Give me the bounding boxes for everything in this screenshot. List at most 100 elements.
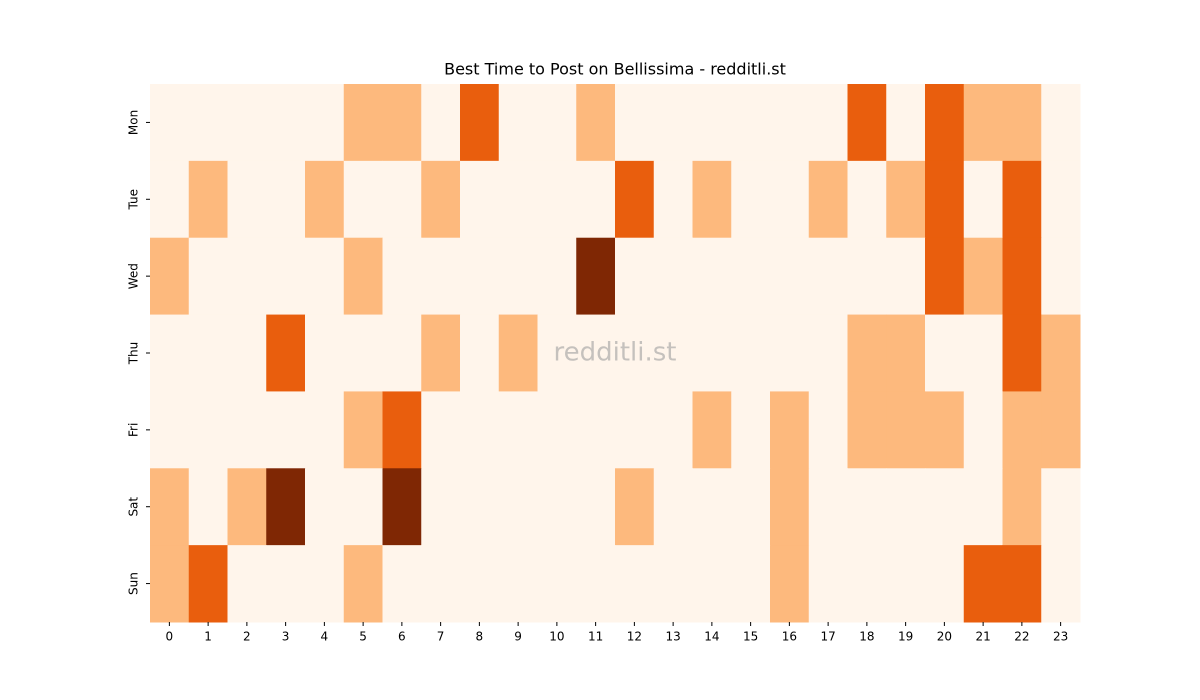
x-tick-label: 11 xyxy=(588,630,603,644)
heatmap-cell xyxy=(343,314,383,392)
y-tick-label: Tue xyxy=(127,189,141,211)
heatmap-cell xyxy=(615,545,655,623)
heatmap-cell xyxy=(576,391,616,469)
heatmap-cell xyxy=(188,237,228,316)
heatmap-cell xyxy=(498,545,538,623)
heatmap-cell xyxy=(615,468,655,546)
heatmap-cell xyxy=(576,314,616,392)
x-tick-label: 17 xyxy=(820,630,835,644)
heatmap-cell xyxy=(188,314,228,392)
heatmap-cell xyxy=(731,160,771,239)
heatmap-cell xyxy=(537,391,577,469)
heatmap-cell xyxy=(1002,160,1042,239)
heatmap-cell xyxy=(188,160,228,239)
heatmap-cell xyxy=(498,314,538,392)
heatmap-cell xyxy=(1041,160,1081,239)
heatmap-cell xyxy=(343,545,383,623)
heatmap-cell xyxy=(653,545,693,623)
x-tick-label: 10 xyxy=(549,630,564,644)
heatmap-cell xyxy=(460,391,500,469)
heatmap-cell xyxy=(692,545,732,623)
heatmap-cell xyxy=(537,84,577,162)
heatmap-cell xyxy=(266,314,306,392)
heatmap-cell xyxy=(421,84,461,162)
heatmap-cell xyxy=(537,468,577,546)
x-tick-label: 20 xyxy=(937,630,952,644)
heatmap-cell xyxy=(460,545,500,623)
heatmap-cell xyxy=(266,84,306,162)
x-tick-label: 8 xyxy=(476,630,484,644)
heatmap-cell xyxy=(615,160,655,239)
heatmap-cell xyxy=(305,314,345,392)
heatmap-cell xyxy=(1041,468,1081,546)
heatmap-cell xyxy=(305,391,345,469)
heatmap-cell xyxy=(731,237,771,316)
heatmap-cell xyxy=(653,468,693,546)
heatmap-cell xyxy=(847,160,887,239)
y-tick-label: Mon xyxy=(127,110,141,135)
heatmap-cell xyxy=(847,84,887,162)
heatmap-cell xyxy=(808,237,848,316)
heatmap-cell xyxy=(266,160,306,239)
heatmap-cell xyxy=(963,160,1003,239)
x-tick-label: 0 xyxy=(166,630,174,644)
heatmap-cell xyxy=(460,314,500,392)
heatmap-cell xyxy=(808,84,848,162)
x-tick-label: 12 xyxy=(627,630,642,644)
heatmap-cell xyxy=(498,391,538,469)
heatmap-cell xyxy=(421,391,461,469)
heatmap-cell xyxy=(847,545,887,623)
heatmap-cell xyxy=(227,468,267,546)
heatmap-cell xyxy=(227,84,267,162)
heatmap-cell xyxy=(150,84,190,162)
heatmap-cell xyxy=(382,160,422,239)
x-tick-label: 22 xyxy=(1014,630,1029,644)
x-tick-label: 5 xyxy=(359,630,367,644)
heatmap-cell xyxy=(770,84,810,162)
heatmap-cell xyxy=(1041,314,1081,392)
heatmap-cell xyxy=(421,237,461,316)
heatmap-cell xyxy=(266,545,306,623)
heatmap-cell xyxy=(305,468,345,546)
heatmap-cell xyxy=(808,545,848,623)
heatmap-cell xyxy=(731,391,771,469)
heatmap-cell xyxy=(227,391,267,469)
heatmap-cell xyxy=(847,314,887,392)
heatmap-cell xyxy=(963,237,1003,316)
heatmap-cell xyxy=(1002,468,1042,546)
heatmap-cell xyxy=(460,468,500,546)
heatmap-cell xyxy=(460,84,500,162)
heatmap-cell xyxy=(886,468,926,546)
heatmap-cell xyxy=(537,314,577,392)
heatmap-cell xyxy=(1041,391,1081,469)
heatmap-cell xyxy=(653,314,693,392)
heatmap-cell xyxy=(150,391,190,469)
heatmap-cell xyxy=(886,391,926,469)
heatmap-cell xyxy=(150,160,190,239)
heatmap-cell xyxy=(808,391,848,469)
heatmap-cell xyxy=(1002,545,1042,623)
heatmap-cell xyxy=(382,237,422,316)
heatmap-cell xyxy=(653,237,693,316)
heatmap-cell xyxy=(188,84,228,162)
y-tick-label: Sun xyxy=(127,572,141,595)
heatmap-cell xyxy=(227,160,267,239)
heatmap-cell xyxy=(498,237,538,316)
heatmap-cell xyxy=(498,84,538,162)
heatmap-cell xyxy=(770,160,810,239)
heatmap-cell xyxy=(925,160,965,239)
heatmap-cell xyxy=(421,468,461,546)
x-tick-label: 14 xyxy=(704,630,719,644)
heatmap-cell xyxy=(925,391,965,469)
x-tick-label: 13 xyxy=(665,630,680,644)
heatmap-cell xyxy=(382,391,422,469)
heatmap-cell xyxy=(266,391,306,469)
heatmap-cell xyxy=(537,160,577,239)
heatmap-cell xyxy=(808,160,848,239)
heatmap-cell xyxy=(382,84,422,162)
heatmap-cell xyxy=(963,545,1003,623)
heatmap-cell xyxy=(731,84,771,162)
x-tick-label: 19 xyxy=(898,630,913,644)
x-tick-label: 7 xyxy=(437,630,445,644)
heatmap-cell xyxy=(963,391,1003,469)
